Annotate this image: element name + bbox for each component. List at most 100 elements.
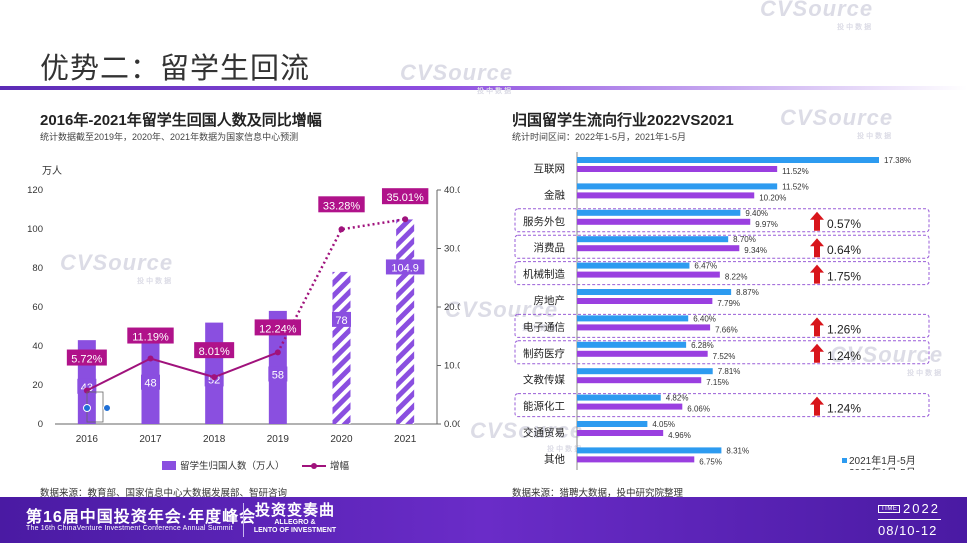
bar [396, 219, 415, 424]
footer-divider [243, 503, 244, 537]
bar-2021 [577, 157, 879, 163]
value-label-2022: 7.15% [706, 378, 729, 387]
y-tick-label: 80 [32, 263, 43, 274]
bar-label: 48 [144, 378, 156, 390]
change-label: 1.26% [827, 322, 861, 336]
category-label: 电子通信 [523, 320, 565, 333]
footer: 第16届中国投资年会·年度峰会 The 16th ChinaVenture In… [0, 497, 967, 543]
value-label-2022: 10.20% [759, 193, 786, 202]
growth-label-bg [381, 188, 429, 205]
y-tick-label: 40 [32, 341, 43, 352]
growth-label: 35.01% [387, 192, 425, 204]
highlight-box [514, 261, 930, 286]
value-label-2021: 4.05% [652, 420, 675, 429]
watermark-text: CVSource [470, 418, 584, 443]
growth-label-bg [66, 349, 107, 366]
watermark-text: CVSource [780, 105, 894, 130]
legend-label: 留学生归国人数（万人） [180, 460, 285, 472]
bar-2021 [577, 262, 690, 269]
highlight-box [514, 313, 930, 338]
legend-label: 2022年1月-5月 [849, 466, 916, 470]
growth-point [338, 226, 345, 233]
bar-2021 [577, 421, 648, 427]
footer-logo-line1: ALLEGRO & [274, 519, 316, 526]
bar-2022 [577, 166, 778, 172]
value-label-2022: 8.22% [725, 273, 748, 282]
bar-label-bg [141, 374, 160, 390]
bar-2021 [577, 341, 687, 348]
bar-2022 [577, 377, 702, 384]
growth-label: 11.19% [132, 332, 169, 344]
highlight-box [514, 393, 930, 418]
bar-2021 [577, 209, 741, 216]
value-label-2021: 6.47% [694, 262, 717, 271]
growth-label: 33.28% [323, 200, 361, 212]
y2-tick-label: 10.00% [444, 361, 460, 372]
y-tick-label: 20 [32, 380, 43, 391]
growth-label: 8.01% [199, 346, 230, 358]
y2-tick-label: 40.00% [444, 185, 460, 196]
footer-subtitle: The 16th ChinaVenture Investment Confere… [26, 525, 233, 532]
x-tick-label: 2016 [76, 434, 99, 445]
up-arrow-icon [810, 343, 824, 363]
footer-logo-line2: LENTO OF INVESTMENT [253, 527, 337, 534]
growth-label-bg [318, 196, 365, 213]
bar-2022 [577, 403, 683, 410]
value-label-2022: 7.66% [715, 325, 738, 334]
footer-logo-main: 投资变奏曲 [254, 502, 335, 519]
watermark-text: CVSource [60, 250, 174, 275]
y-tick-label: 120 [27, 185, 43, 196]
category-label: 其他 [544, 452, 565, 465]
footer-time-label: TIME [878, 505, 901, 513]
x-tick-label: 2020 [330, 434, 353, 445]
watermark: CVSource 投中数据 [760, 0, 873, 32]
change-label: 1.75% [827, 270, 861, 284]
left-chart: 0 20 40 60 80 100 120 0.00% 10.00% 20.00% 30.00% 40… [27, 185, 460, 472]
value-label-2021: 11.52% [782, 182, 809, 191]
value-label-2022: 6.06% [687, 405, 710, 414]
category-label: 制药医疗 [523, 347, 565, 360]
watermark-sub: 投中数据 [857, 133, 894, 140]
watermark-sub: 投中数据 [907, 370, 944, 377]
bar-2022 [577, 298, 713, 304]
value-label-2021: 6.40% [693, 314, 716, 323]
selection-handle [103, 404, 111, 412]
bar-2022 [577, 350, 708, 357]
bar-label: 52 [208, 374, 220, 386]
change-label: 0.64% [827, 243, 861, 257]
value-label-2021: 17.38% [884, 156, 911, 165]
growth-point [211, 374, 218, 381]
highlight-box [514, 234, 930, 259]
footer-date: 08/10-12 [878, 523, 938, 538]
page-title: 优势二：留学生回流 [40, 53, 311, 85]
y2-tick-label: 20.00% [444, 302, 460, 313]
watermark-sub: 投中数据 [522, 325, 559, 332]
highlight-box [514, 340, 930, 365]
watermark-text: CVSource [400, 60, 514, 85]
legend-swatch-2021 [842, 458, 847, 463]
category-label: 服务外包 [523, 215, 565, 228]
bar-2022 [577, 324, 711, 331]
footer-year: 2022 [903, 501, 940, 516]
bar-2021 [577, 394, 661, 401]
y-tick-label: 100 [27, 224, 43, 235]
bar-2022 [577, 192, 755, 199]
bar-2022 [577, 430, 664, 436]
x-tick-label: 2018 [203, 434, 226, 445]
value-label-2022: 9.34% [744, 246, 767, 255]
bar-label: 104.9 [391, 262, 419, 274]
category-label: 能源化工 [523, 400, 565, 413]
category-label: 互联网 [534, 163, 566, 175]
growth-label-bg [127, 327, 174, 344]
y2-tick-label: 0.00% [444, 419, 460, 430]
bar-label: 78 [335, 315, 347, 327]
legend-label: 增幅 [330, 460, 350, 472]
y-tick-label: 60 [32, 302, 43, 313]
left-chart-source: 数据来源：教育部、国家信息中心大数据发展部、智研咨询 [40, 488, 288, 499]
watermark-sub: 投中数据 [837, 24, 874, 31]
watermark: CVSource 投中数据 [780, 105, 893, 141]
up-arrow-icon [810, 264, 824, 284]
watermark-text: CVSource [445, 297, 559, 322]
category-label: 消费品 [534, 241, 566, 254]
